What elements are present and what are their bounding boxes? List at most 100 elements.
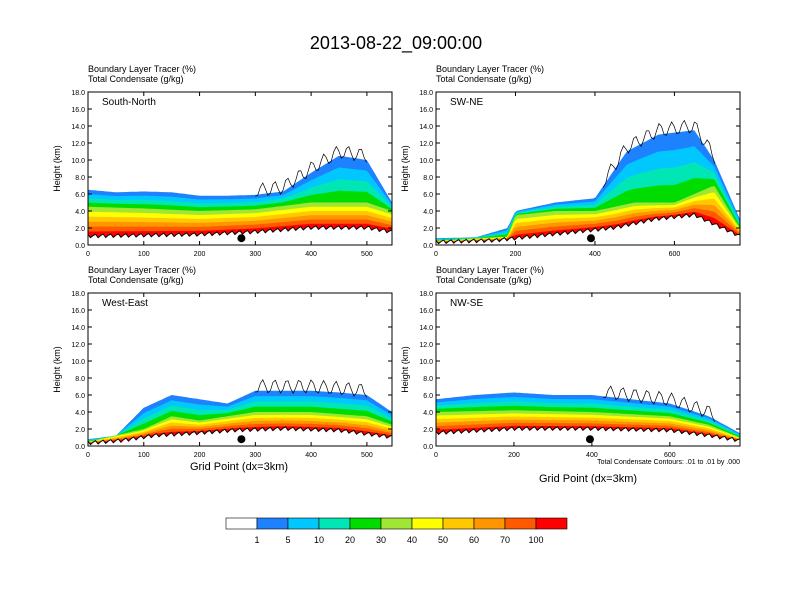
panel-header-tracer: Boundary Layer Tracer (%) (436, 64, 544, 74)
ytick-label: 18.0 (71, 291, 85, 298)
terrain-line (436, 212, 740, 245)
ytick-label: 14.0 (419, 325, 433, 332)
ytick-label: 10.0 (71, 158, 85, 165)
ytick-label: 0.0 (75, 444, 85, 451)
ytick-label: 4.0 (75, 410, 85, 417)
ytick-label: 8.0 (75, 175, 85, 182)
ytick-label: 18.0 (419, 291, 433, 298)
tracer-field (436, 385, 740, 446)
ytick-label: 18.0 (71, 90, 85, 97)
condensate-contour (602, 119, 716, 188)
ytick-label: 0.0 (423, 243, 433, 250)
colorbar-swatch (318, 517, 351, 530)
panel-header-condensate: Total Condensate (g/kg) (88, 275, 184, 285)
xlabel-right: Grid Point (dx=3km) (539, 473, 637, 485)
ytick-label: 12.0 (71, 141, 85, 148)
colorbar-label: 60 (469, 535, 479, 545)
panels: Boundary Layer Tracer (%)Total Condensat… (52, 64, 741, 459)
ylabel: Height (km) (52, 346, 62, 393)
panel-title: NW-SE (450, 298, 483, 309)
panel-nw-se: Boundary Layer Tracer (%)Total Condensat… (400, 265, 741, 459)
xtick-label: 0 (434, 452, 438, 459)
colorbar-label: 1 (254, 535, 259, 545)
figure-title: 2013-08-22_09:00:00 (310, 33, 482, 54)
ytick-label: 0.0 (423, 444, 433, 451)
tracer-field (436, 119, 740, 245)
panel-header-tracer: Boundary Layer Tracer (%) (436, 265, 544, 275)
tracer-field (88, 145, 392, 245)
ytick-label: 14.0 (71, 325, 85, 332)
ytick-label: 4.0 (423, 410, 433, 417)
terrain-line (88, 426, 392, 446)
ytick-label: 2.0 (423, 226, 433, 233)
xtick-label: 100 (138, 452, 150, 459)
plot-frame (87, 292, 393, 447)
panel-title: West-East (102, 298, 148, 309)
condensate-contour (255, 145, 368, 197)
tracer-field (88, 379, 392, 446)
colorbar-label: 10 (314, 535, 324, 545)
colorbar-swatch (225, 517, 258, 530)
colorbar-label: 5 (285, 535, 290, 545)
ytick-label: 16.0 (419, 107, 433, 114)
xlabel-left: Grid Point (dx=3km) (190, 461, 288, 473)
colorbar-swatch (380, 517, 413, 530)
ylabel: Height (km) (400, 145, 410, 192)
panel-header-tracer: Boundary Layer Tracer (%) (88, 265, 196, 275)
xtick-label: 200 (194, 452, 206, 459)
xtick-label: 600 (664, 452, 676, 459)
xtick-label: 300 (249, 452, 261, 459)
xtick-label: 500 (361, 452, 373, 459)
panel-title: South-North (102, 97, 156, 108)
contour-note: Total Condensate Contours: .01 to .01 by… (597, 459, 740, 466)
site-marker (237, 435, 246, 444)
xtick-label: 600 (669, 251, 681, 258)
xtick-label: 400 (589, 251, 601, 258)
ytick-label: 8.0 (75, 376, 85, 383)
ytick-label: 16.0 (71, 308, 85, 315)
ytick-label: 18.0 (419, 90, 433, 97)
ytick-label: 16.0 (71, 107, 85, 114)
colorbar-swatch (349, 517, 382, 530)
xtick-label: 400 (586, 452, 598, 459)
xtick-label: 500 (361, 251, 373, 258)
ylabel: Height (km) (52, 145, 62, 192)
xtick-label: 400 (305, 452, 317, 459)
colorbar-swatch (287, 517, 320, 530)
colorbar-swatch (442, 517, 475, 530)
ytick-label: 8.0 (423, 175, 433, 182)
colorbar-swatch (504, 517, 537, 530)
ytick-label: 12.0 (71, 342, 85, 349)
plot-frame (435, 292, 741, 447)
ytick-label: 12.0 (419, 342, 433, 349)
ytick-label: 6.0 (75, 393, 85, 400)
xtick-label: 0 (434, 251, 438, 258)
colorbar-label: 70 (500, 535, 510, 545)
ytick-label: 12.0 (419, 141, 433, 148)
ytick-label: 10.0 (419, 359, 433, 366)
ytick-label: 14.0 (71, 124, 85, 131)
condensate-contour (255, 379, 368, 398)
xtick-label: 200 (508, 452, 520, 459)
condensate-contour (603, 385, 716, 423)
xtick-label: 200 (194, 251, 206, 258)
panel-sw-ne: Boundary Layer Tracer (%)Total Condensat… (400, 64, 741, 258)
ytick-label: 16.0 (419, 308, 433, 315)
ytick-label: 14.0 (419, 124, 433, 131)
ytick-label: 0.0 (75, 243, 85, 250)
xtick-label: 300 (249, 251, 261, 258)
ytick-label: 2.0 (75, 226, 85, 233)
ytick-label: 4.0 (75, 209, 85, 216)
xtick-label: 100 (138, 251, 150, 258)
panel-header-condensate: Total Condensate (g/kg) (88, 74, 184, 84)
colorbar-label: 50 (438, 535, 448, 545)
panel-title: SW-NE (450, 97, 483, 108)
panel-header-condensate: Total Condensate (g/kg) (436, 275, 532, 285)
terrain-line (88, 225, 392, 239)
ytick-label: 10.0 (71, 359, 85, 366)
ytick-label: 2.0 (75, 427, 85, 434)
site-marker (585, 435, 594, 444)
ylabel: Height (km) (400, 346, 410, 393)
xtick-label: 0 (86, 251, 90, 258)
